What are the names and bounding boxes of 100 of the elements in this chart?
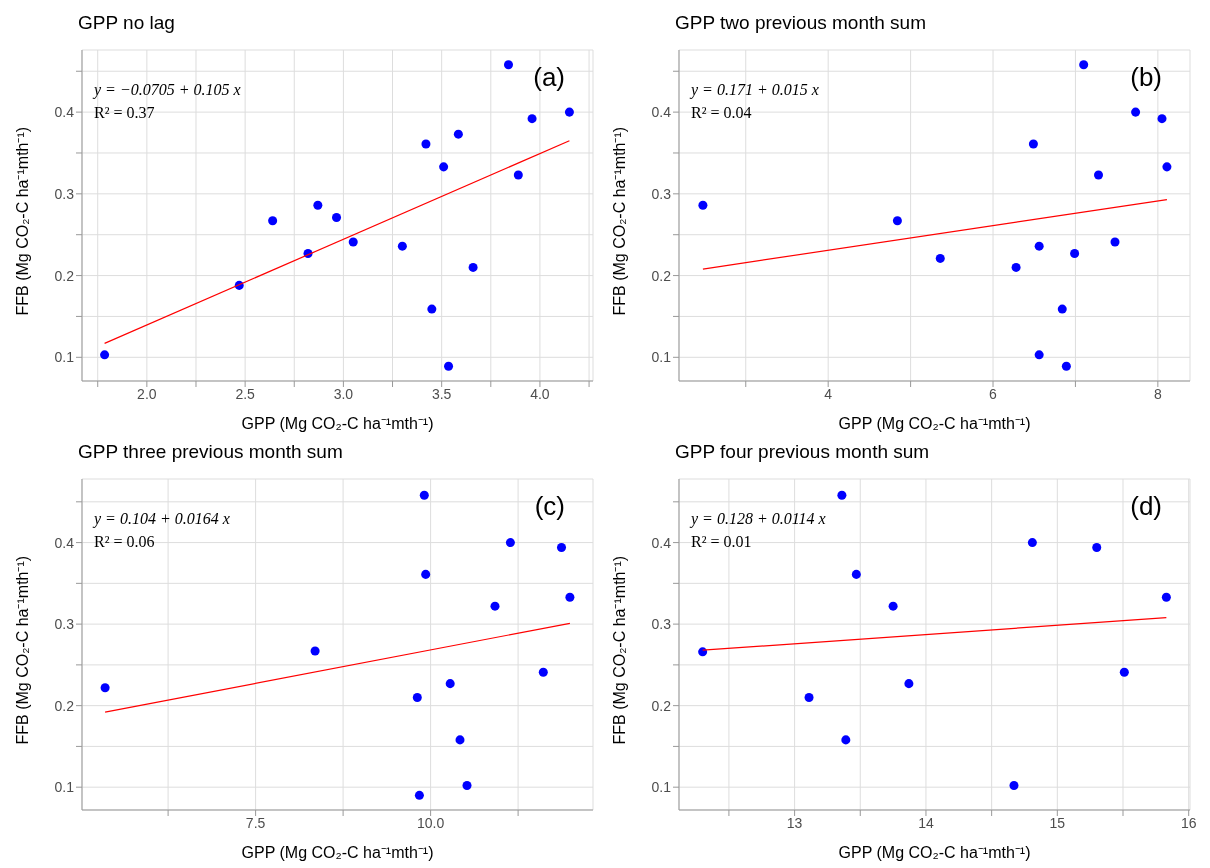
y-tick-label: 0.3 bbox=[651, 185, 672, 202]
annotation: R² = 0.06 bbox=[94, 532, 156, 552]
x-tick-label: 3.5 bbox=[431, 385, 452, 402]
x-axis-title: GPP (Mg CO₂-C ha⁻¹mth⁻¹) bbox=[838, 415, 1031, 432]
chart-title: GPP two previous month sum bbox=[674, 11, 927, 35]
y-axis-title: FFB (Mg CO₂-C ha⁻¹mth⁻¹) bbox=[610, 126, 628, 316]
annotation: R² = 0.01 bbox=[691, 532, 753, 552]
x-tick-label: 3.0 bbox=[333, 385, 354, 402]
point bbox=[1057, 304, 1067, 314]
point bbox=[1162, 162, 1172, 172]
point bbox=[412, 692, 422, 702]
point bbox=[1009, 781, 1019, 791]
y-tick-label: 0.3 bbox=[54, 185, 75, 202]
point bbox=[332, 213, 342, 223]
point bbox=[1061, 361, 1071, 371]
x-tick-label: 4 bbox=[824, 385, 833, 402]
point bbox=[527, 114, 537, 124]
point bbox=[1011, 262, 1021, 272]
point bbox=[851, 569, 861, 579]
point bbox=[310, 646, 320, 656]
point bbox=[397, 241, 407, 251]
annotation: (b) bbox=[1130, 62, 1162, 93]
point bbox=[453, 129, 463, 139]
y-tick-label: 0.2 bbox=[651, 267, 672, 284]
point bbox=[1119, 667, 1129, 677]
point bbox=[100, 683, 110, 693]
annotation: (d) bbox=[1130, 491, 1162, 522]
point bbox=[421, 569, 431, 579]
x-tick-label: 8 bbox=[1153, 385, 1162, 402]
point bbox=[419, 490, 429, 500]
x-tick-label: 13 bbox=[786, 814, 803, 831]
chart-title: GPP four previous month sum bbox=[674, 440, 931, 464]
point bbox=[1161, 592, 1171, 602]
point bbox=[1034, 241, 1044, 251]
x-tick-label: 10.0 bbox=[416, 814, 445, 831]
point bbox=[1131, 107, 1141, 117]
y-tick-label: 0.4 bbox=[651, 104, 672, 121]
point bbox=[427, 304, 437, 314]
y-axis-title: FFB (Mg CO₂-C ha⁻¹mth⁻¹) bbox=[13, 555, 31, 745]
point bbox=[468, 262, 478, 272]
point bbox=[1027, 538, 1037, 548]
annotation: y = 0.171 + 0.015 x bbox=[691, 80, 819, 101]
point bbox=[462, 781, 472, 791]
annotation: (a) bbox=[533, 62, 565, 93]
y-tick-label: 0.1 bbox=[651, 349, 672, 366]
point bbox=[503, 60, 513, 70]
point bbox=[445, 679, 455, 689]
annotation: (c) bbox=[534, 491, 565, 522]
point bbox=[268, 216, 278, 226]
y-tick-label: 0.4 bbox=[651, 534, 672, 551]
point bbox=[837, 490, 847, 500]
point bbox=[935, 253, 945, 263]
y-tick-label: 0.4 bbox=[54, 104, 75, 121]
point bbox=[455, 735, 465, 745]
point bbox=[564, 107, 574, 117]
annotation: y = −0.0705 + 0.105 x bbox=[94, 80, 241, 101]
point bbox=[439, 162, 449, 172]
point bbox=[1094, 170, 1104, 180]
point bbox=[841, 735, 851, 745]
x-tick-label: 2.5 bbox=[235, 385, 256, 402]
point bbox=[100, 350, 110, 360]
point bbox=[698, 200, 708, 210]
point bbox=[1028, 139, 1038, 149]
point bbox=[348, 237, 358, 247]
y-axis-title: FFB (Mg CO₂-C ha⁻¹mth⁻¹) bbox=[13, 126, 31, 316]
point bbox=[1034, 350, 1044, 360]
y-tick-label: 0.3 bbox=[651, 616, 672, 633]
point bbox=[1070, 249, 1080, 259]
point bbox=[1079, 60, 1089, 70]
x-tick-label: 2.0 bbox=[137, 385, 157, 402]
y-tick-label: 0.1 bbox=[54, 349, 75, 366]
annotation: R² = 0.04 bbox=[691, 103, 753, 123]
point bbox=[513, 170, 523, 180]
x-tick-label: 14 bbox=[918, 814, 934, 831]
x-tick-label: 6 bbox=[989, 385, 998, 402]
x-tick-label: 16 bbox=[1180, 814, 1197, 831]
y-tick-label: 0.2 bbox=[54, 267, 75, 284]
x-tick-label: 15 bbox=[1049, 814, 1066, 831]
point bbox=[538, 667, 548, 677]
x-axis-title: GPP (Mg CO₂-C ha⁻¹mth⁻¹) bbox=[241, 844, 434, 861]
chart-title: GPP three previous month sum bbox=[77, 440, 344, 464]
point bbox=[421, 139, 431, 149]
point bbox=[1157, 114, 1167, 124]
y-tick-label: 0.3 bbox=[54, 616, 75, 633]
x-tick-label: 7.5 bbox=[245, 814, 266, 831]
chart-title: GPP no lag bbox=[77, 11, 176, 35]
point bbox=[414, 790, 424, 800]
point bbox=[313, 200, 323, 210]
point bbox=[556, 542, 567, 552]
point bbox=[490, 601, 500, 611]
y-tick-label: 0.4 bbox=[54, 534, 75, 551]
annotation: R² = 0.37 bbox=[94, 103, 156, 123]
point bbox=[1092, 542, 1102, 552]
point bbox=[904, 679, 914, 689]
point bbox=[804, 692, 814, 702]
x-axis-title: GPP (Mg CO₂-C ha⁻¹mth⁻¹) bbox=[838, 844, 1031, 861]
point bbox=[444, 361, 454, 371]
point bbox=[565, 592, 575, 602]
x-axis-title: GPP (Mg CO₂-C ha⁻¹mth⁻¹) bbox=[241, 415, 434, 432]
y-tick-label: 0.2 bbox=[651, 697, 672, 714]
